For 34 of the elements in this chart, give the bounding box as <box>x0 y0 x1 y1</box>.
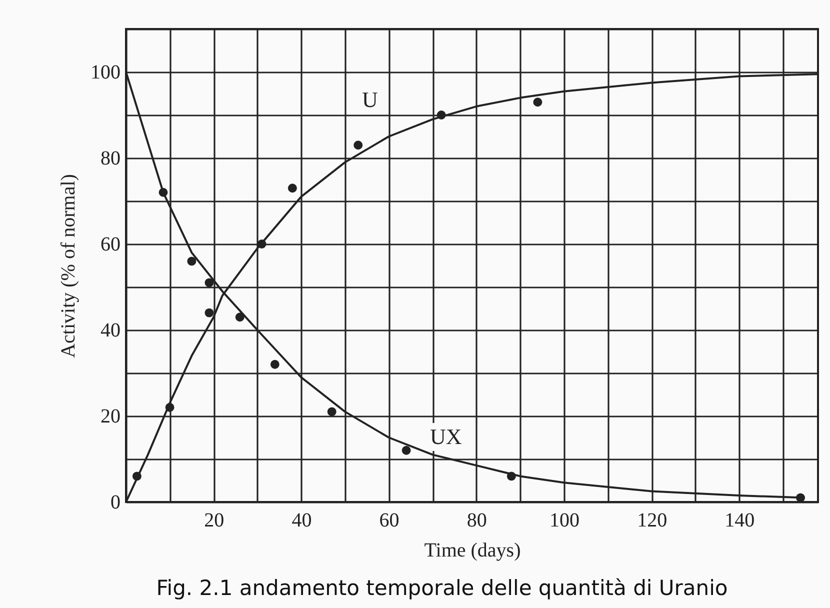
point <box>257 240 266 248</box>
point <box>402 446 411 455</box>
point <box>165 402 174 412</box>
x-tick-label: 80 <box>466 510 487 532</box>
point <box>158 188 168 197</box>
annotation: UX <box>430 424 462 449</box>
y-tick-label: 60 <box>100 234 120 256</box>
point <box>132 472 142 481</box>
y-tick-label: 20 <box>100 406 120 428</box>
x-tick-label: 40 <box>292 510 312 532</box>
x-axis-title: Time (days) <box>424 540 521 562</box>
y-tick-label: 80 <box>100 148 120 170</box>
x-tick-label: 140 <box>724 510 755 532</box>
point <box>270 360 280 369</box>
y-tick-label: 40 <box>100 320 120 342</box>
y-tick-label: 100 <box>90 62 120 84</box>
point <box>204 308 214 318</box>
x-tick-label: 120 <box>637 510 668 532</box>
annotation: U <box>362 87 378 112</box>
x-tick-label: 20 <box>204 510 224 532</box>
point <box>288 184 297 193</box>
point <box>533 98 542 107</box>
point <box>327 407 336 416</box>
point <box>354 140 363 150</box>
y-tick-label: 0 <box>110 492 120 514</box>
x-tick-label: 60 <box>379 510 400 532</box>
point <box>436 110 446 120</box>
y-axis-title: Activity (% of normal) <box>58 174 80 358</box>
point <box>235 312 244 322</box>
point <box>204 278 214 288</box>
caption: Fig. 2.1 andamento temporale delle quantità di Uranio <box>156 576 728 600</box>
point <box>187 256 196 266</box>
x-tick-label: 100 <box>549 510 580 532</box>
point <box>506 472 516 481</box>
